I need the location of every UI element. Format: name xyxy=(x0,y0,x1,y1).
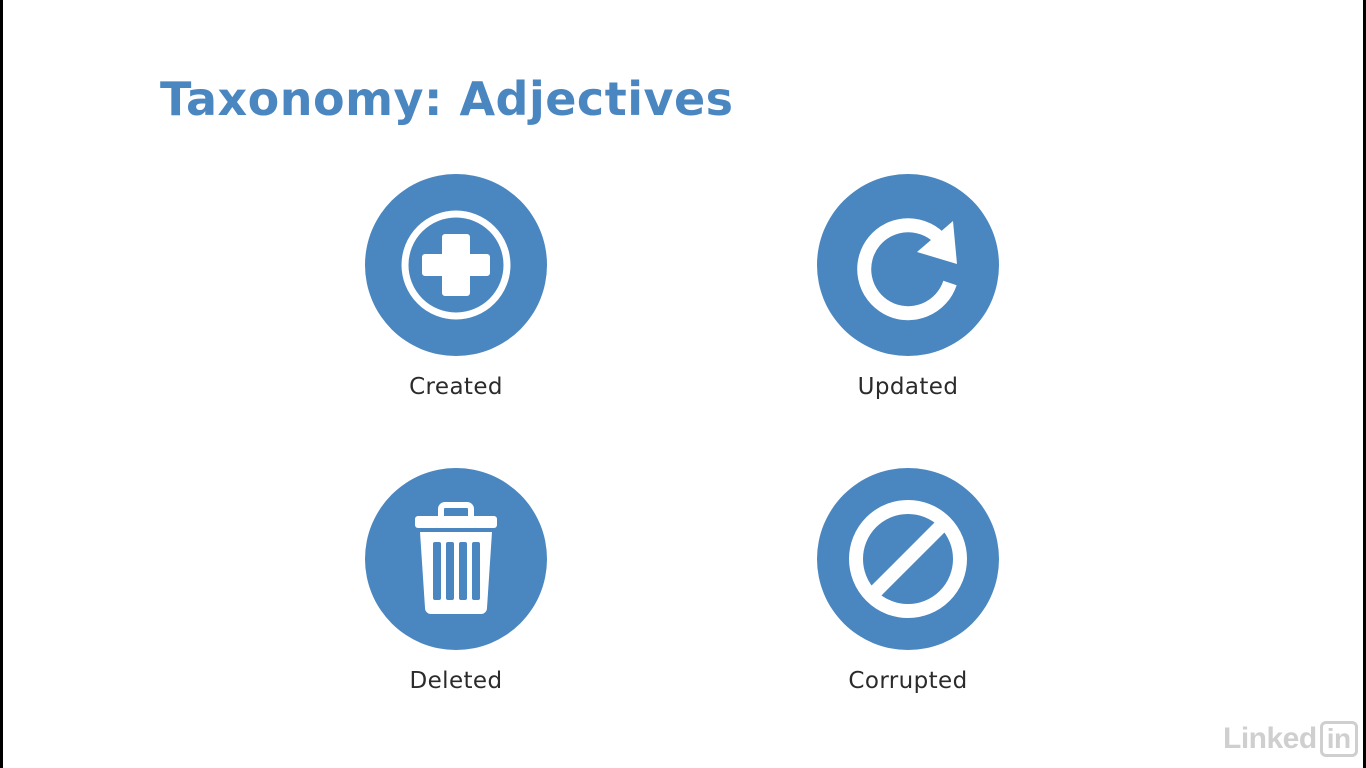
slide-title: Taxonomy: Adjectives xyxy=(160,72,734,126)
item-label: Created xyxy=(409,374,503,400)
plus-circle-icon xyxy=(365,174,547,356)
item-label: Updated xyxy=(857,374,959,400)
watermark-in-box: in xyxy=(1319,721,1358,757)
item-deleted: Deleted xyxy=(335,468,575,728)
trash-can-icon xyxy=(365,468,547,650)
item-updated: Updated xyxy=(787,174,1027,434)
refresh-arrow-icon xyxy=(817,174,999,356)
slide: Taxonomy: Adjectives Created Updated xyxy=(3,0,1363,768)
watermark-text: Linked xyxy=(1223,722,1317,755)
item-created: Created xyxy=(335,174,575,434)
item-label: Deleted xyxy=(409,668,503,694)
linkedin-watermark: Linked in xyxy=(1223,720,1358,758)
item-corrupted: Corrupted xyxy=(787,468,1027,728)
prohibited-icon xyxy=(817,468,999,650)
item-label: Corrupted xyxy=(848,668,968,694)
